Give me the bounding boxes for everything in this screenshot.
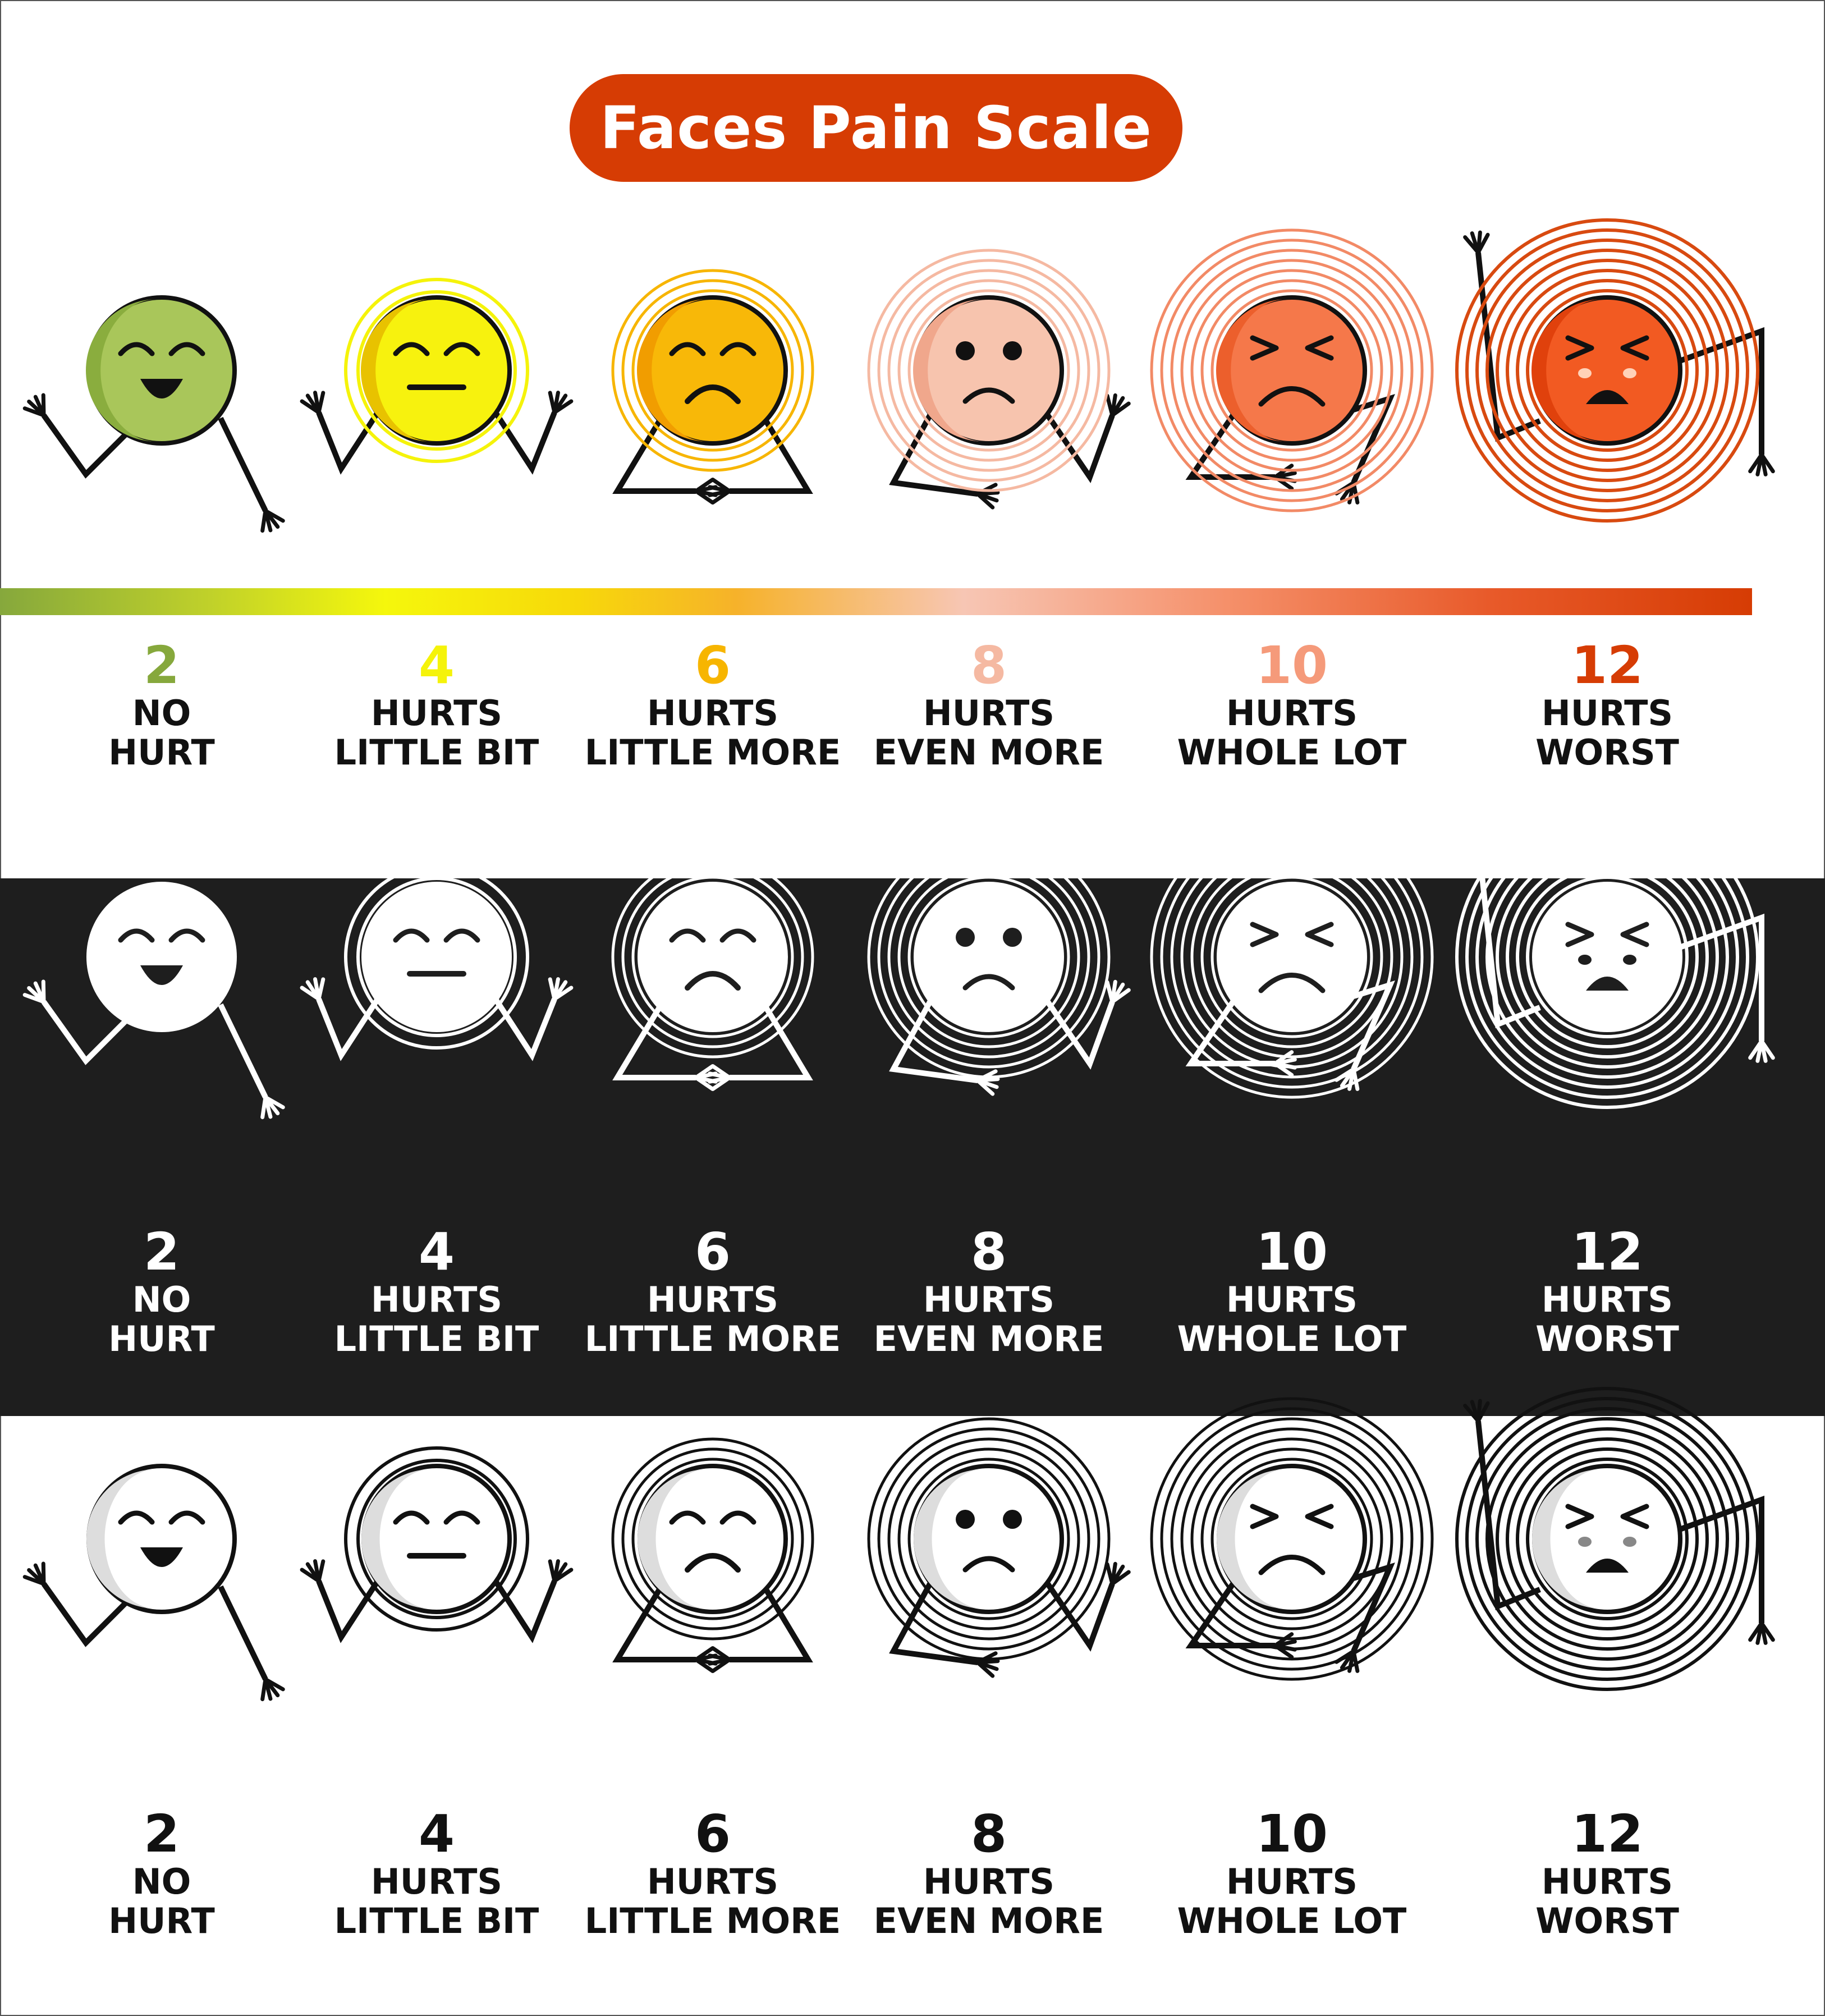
pain-label-line1: HURTS — [923, 1279, 1055, 1320]
pain-label-line2: WHOLE LOT — [1177, 732, 1407, 773]
pain-label-line2: LITTLE BIT — [334, 732, 539, 773]
pain-label-line2: LITTLE MORE — [584, 732, 841, 773]
pain-number: 12 — [1571, 1804, 1644, 1864]
pain-label-line2: HURT — [108, 1318, 215, 1359]
face-icon-hurts-worst — [1455, 218, 1775, 523]
pain-label-line2: WORST — [1535, 1900, 1679, 1941]
pain-label-line2: WORST — [1535, 1318, 1679, 1359]
pain-label-line1: HURTS — [1541, 1861, 1673, 1902]
pain-label: 12 HURTS WORST — [1467, 640, 1748, 772]
faces-row-color — [0, 0, 1825, 617]
pain-number: 12 — [1571, 635, 1644, 695]
pain-number: 10 — [1255, 1222, 1328, 1282]
pain-label-line2: LITTLE BIT — [334, 1318, 539, 1359]
pain-number: 6 — [694, 1804, 731, 1864]
pain-label-line1: HURTS — [923, 1861, 1055, 1902]
pain-label-line2: WORST — [1535, 732, 1679, 773]
pain-label-line2: EVEN MORE — [873, 1900, 1104, 1941]
pain-label-line1: HURTS — [370, 1279, 503, 1320]
face-icon-hurts-little-bit — [300, 278, 574, 475]
pain-label-line1: HURTS — [370, 693, 503, 734]
pain-label-line2: LITTLE BIT — [334, 1900, 539, 1941]
pain-number: 8 — [970, 635, 1007, 695]
pain-label: 6 HURTS LITTLE MORE — [572, 1808, 853, 1941]
pain-label-line1: NO — [132, 1861, 191, 1902]
pain-number: 8 — [970, 1222, 1007, 1282]
pain-label-line1: HURTS — [1226, 1861, 1358, 1902]
pain-number: 4 — [418, 1804, 455, 1864]
face-icon-hurts-even-more — [867, 1417, 1131, 1678]
face-icon-hurts-whole-lot — [1150, 228, 1434, 512]
pain-label-line2: LITTLE MORE — [584, 1900, 841, 1941]
pain-label-line2: WHOLE LOT — [1177, 1318, 1407, 1359]
pain-label-line2: HURT — [108, 732, 215, 773]
pain-label-line1: HURTS — [1226, 693, 1358, 734]
dark-band — [0, 878, 1825, 1416]
face-icon-hurts-little-more — [611, 1437, 814, 1673]
pain-label-line1: HURTS — [646, 1861, 779, 1902]
face-icon-hurts-little-bit — [300, 1446, 574, 1643]
pain-label: 10 HURTS WHOLE LOT — [1152, 640, 1432, 772]
pain-number: 4 — [418, 635, 455, 695]
pain-label-line2: WHOLE LOT — [1177, 1900, 1407, 1941]
pain-number: 2 — [143, 635, 180, 695]
pain-label: 4 HURTS LITTLE BIT — [296, 1808, 577, 1941]
pain-label: 4 HURTS LITTLE BIT — [296, 1226, 577, 1359]
pain-label-line2: HURT — [108, 1900, 215, 1941]
face-icon-hurts-even-more — [867, 249, 1131, 510]
face-icon-no-hurt — [22, 295, 285, 533]
face-icon-hurts-whole-lot — [1150, 815, 1434, 1099]
face-icon-hurts-little-more — [611, 855, 814, 1091]
pain-label-line1: HURTS — [1226, 1279, 1358, 1320]
pain-label: 2 NO HURT — [21, 1808, 302, 1941]
pain-number: 4 — [418, 1222, 455, 1282]
pain-number: 2 — [143, 1804, 180, 1864]
pain-number: 6 — [694, 635, 731, 695]
pain-label-line2: EVEN MORE — [873, 732, 1104, 773]
pain-label: 10 HURTS WHOLE LOT — [1152, 1808, 1432, 1941]
pain-label: 2 NO HURT — [21, 1226, 302, 1359]
face-icon-hurts-little-bit — [300, 864, 574, 1061]
pain-label-line1: HURTS — [1541, 1279, 1673, 1320]
pain-label-line2: EVEN MORE — [873, 1318, 1104, 1359]
pain-number: 6 — [694, 1222, 731, 1282]
pain-number: 12 — [1571, 1222, 1644, 1282]
pain-label: 8 HURTS EVEN MORE — [849, 640, 1129, 772]
pain-label: 6 HURTS LITTLE MORE — [572, 640, 853, 772]
pain-number: 2 — [143, 1222, 180, 1282]
pain-label: 6 HURTS LITTLE MORE — [572, 1226, 853, 1359]
pain-label-line1: HURTS — [1541, 693, 1673, 734]
pain-label: 8 HURTS EVEN MORE — [849, 1808, 1129, 1941]
pain-label: 12 HURTS WORST — [1467, 1808, 1748, 1941]
pain-label-line1: HURTS — [646, 693, 779, 734]
pain-label-line1: HURTS — [370, 1861, 503, 1902]
pain-number: 10 — [1255, 1804, 1328, 1864]
face-icon-no-hurt — [22, 1464, 285, 1702]
face-icon-hurts-whole-lot — [1150, 1397, 1434, 1681]
face-icon-no-hurt — [22, 882, 285, 1120]
pain-number: 10 — [1255, 635, 1328, 695]
pain-label-line1: NO — [132, 693, 191, 734]
pain-gradient-bar — [0, 588, 1752, 615]
face-icon-hurts-even-more — [867, 835, 1131, 1096]
pain-label: 4 HURTS LITTLE BIT — [296, 640, 577, 772]
face-icon-hurts-little-more — [611, 269, 814, 505]
face-icon-hurts-worst — [1455, 1387, 1775, 1691]
pain-label-line2: LITTLE MORE — [584, 1318, 841, 1359]
pain-label-line1: HURTS — [646, 1279, 779, 1320]
pain-label: 12 HURTS WORST — [1467, 1226, 1748, 1359]
pain-label: 2 NO HURT — [21, 640, 302, 772]
face-icon-hurts-worst — [1455, 805, 1775, 1109]
pain-number: 8 — [970, 1804, 1007, 1864]
pain-label: 8 HURTS EVEN MORE — [849, 1226, 1129, 1359]
pain-label-line1: NO — [132, 1279, 191, 1320]
page-title: Faces Pain Scale — [570, 74, 1182, 182]
pain-label: 10 HURTS WHOLE LOT — [1152, 1226, 1432, 1359]
pain-label-line1: HURTS — [923, 693, 1055, 734]
